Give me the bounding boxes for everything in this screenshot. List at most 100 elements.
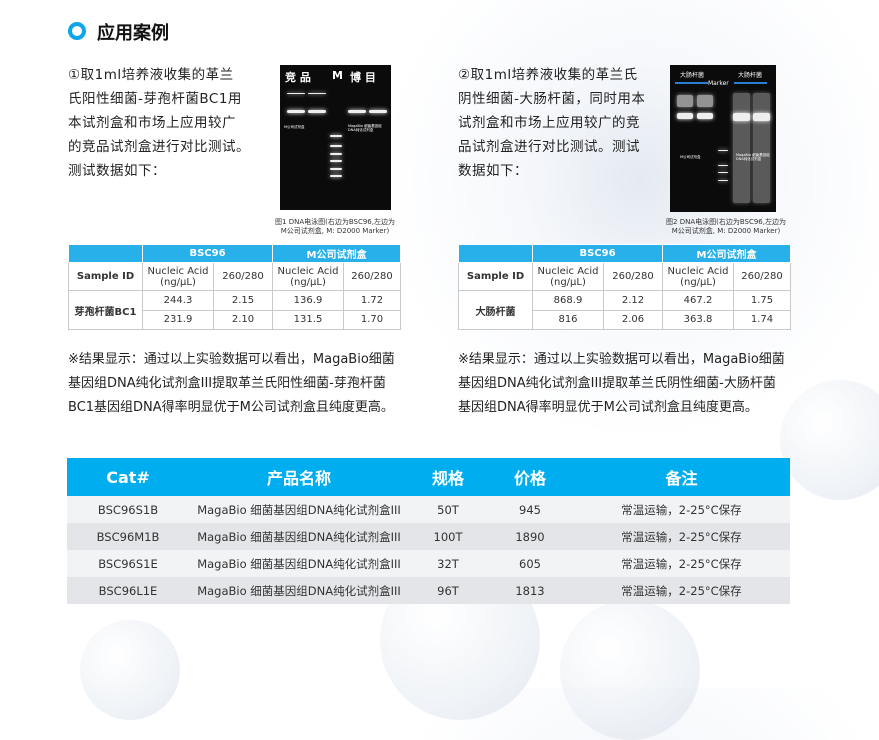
col-header: 产品名称 <box>189 458 409 496</box>
cell: 1.70 <box>343 309 401 330</box>
case1-table: BSC96 M公司试剂盒 Sample ID Nucleic Acid (ng/μL… <box>68 244 401 330</box>
cell: 常温运输，2-25°C保存 <box>573 577 790 604</box>
case2-result: ※结果显示：通过以上实验数据可以看出，MagaBio细菌 基因组DNA纯化试剂盒… <box>458 348 798 420</box>
cell: 816 <box>532 309 604 330</box>
cell: 1.72 <box>343 290 401 311</box>
col-header: Nucleic Acid (ng/μL) <box>532 262 604 291</box>
col-header: 260/280 <box>733 262 791 291</box>
text-line: 阴性细菌-大肠杆菌，同时用本 <box>458 91 646 107</box>
cell: 常温运输，2-25°C保存 <box>573 523 790 550</box>
text-line: 的竞品试剂盒进行对比测试。 <box>68 139 250 155</box>
section-icon <box>68 22 86 40</box>
caption-line: M公司试剂盒, M: D2000 Marker) <box>280 227 390 235</box>
lane-label: 竞 品 <box>285 71 311 84</box>
cell: MagaBio 细菌基因组DNA纯化试剂盒III <box>189 523 409 550</box>
col-header: Cat# <box>67 458 189 496</box>
col-header: Nucleic Acid (ng/μL) <box>662 262 734 291</box>
col-header: Nucleic Acid (ng/μL) <box>142 262 214 291</box>
caption-line: 图2 DNA电泳图(右边为BSC96,左边为 <box>666 218 786 226</box>
lane-label: 博 目 <box>350 71 376 84</box>
cell: 136.9 <box>272 290 344 311</box>
col-header: 规格 <box>409 458 487 496</box>
cell: BSC96S1B <box>67 496 189 523</box>
text-line: 本试剂盒和市场上应用较广 <box>68 115 236 131</box>
gel-caption-2: 图2 DNA电泳图(右边为BSC96,左边为 M公司试剂盒, M: D2000 … <box>660 218 792 236</box>
text-line: 氏阳性细菌-芽孢杆菌BC1用 <box>68 91 242 107</box>
case2-table: BSC96 M公司试剂盒 Sample ID Nucleic Acid (ng/μL… <box>458 244 791 330</box>
cell: 常温运输，2-25°C保存 <box>573 550 790 577</box>
table-row: BSC96S1B MagaBio 细菌基因组DNA纯化试剂盒III 50T 945 常温… <box>67 496 790 523</box>
cell: 2.06 <box>603 309 663 330</box>
cell: 50T <box>409 496 487 523</box>
gel-label: MagaBio 细菌基因组DNA纯化试剂盒 <box>348 124 382 132</box>
cell: 96T <box>409 577 487 604</box>
cell: 2.12 <box>603 290 663 311</box>
cell: 1.74 <box>733 309 791 330</box>
text-line: 品试剂盒进行对比测试。测试 <box>458 139 640 155</box>
cell: 363.8 <box>662 309 734 330</box>
cell: 131.5 <box>272 309 344 330</box>
table-row: 大肠杆菌 868.9 2.12 467.2 1.75 <box>458 290 791 330</box>
cell: MagaBio 细菌基因组DNA纯化试剂盒III <box>189 496 409 523</box>
cell: 231.9 <box>142 309 214 330</box>
gel-label: M公司试剂盒 <box>284 125 305 129</box>
cell: 32T <box>409 550 487 577</box>
section-title: 应用案例 <box>97 23 169 44</box>
table-row: 816 2.06 363.8 1.74 <box>459 309 791 330</box>
caption-line: M公司试剂盒, M: D2000 Marker) <box>671 227 781 235</box>
col-header: 260/280 <box>213 262 273 291</box>
table-row: 231.9 2.10 131.5 1.70 <box>69 309 401 330</box>
text-line: 测试数据如下： <box>68 163 166 179</box>
group-header: BSC96 <box>532 244 663 263</box>
gel-image-1: 竞 品 M 博 目 M公司试剂盒 MagaBio 细菌基因组DNA纯化试剂盒 <box>280 65 391 210</box>
text-line: ②取1ml培养液收集的革兰氏 <box>458 67 638 83</box>
cell: BSC96S1E <box>67 550 189 577</box>
group-header: M公司试剂盒 <box>272 244 401 263</box>
table-row: BSC96L1E MagaBio 细菌基因组DNA纯化试剂盒III 96T 1813 常… <box>67 577 790 604</box>
gel-caption-1: 图1 DNA电泳图(右边为BSC96,左边为 M公司试剂盒, M: D2000 … <box>270 218 400 236</box>
gel-image-2: 大肠杆菌 Marker 大肠杆菌 M公司试剂盒 MagaBio 细菌基因组DNA… <box>670 65 776 212</box>
cell: 2.10 <box>213 309 273 330</box>
case1-result: ※结果显示：通过以上实验数据可以看出，MagaBio细菌 基因组DNA纯化试剂盒… <box>68 348 408 420</box>
text-line: ※结果显示：通过以上实验数据可以看出，MagaBio细菌 <box>458 352 785 367</box>
text-line: BC1基因组DNA得率明显优于M公司试剂盒且纯度更高。 <box>68 400 394 415</box>
col-header: 价格 <box>487 458 573 496</box>
text-line: ①取1ml培养液收集的革兰 <box>68 67 234 83</box>
text-line: ※结果显示：通过以上实验数据可以看出，MagaBio细菌 <box>68 352 395 367</box>
caption-line: 图1 DNA电泳图(右边为BSC96,左边为 <box>275 218 395 226</box>
cell: BSC96L1E <box>67 577 189 604</box>
cell: 605 <box>487 550 573 577</box>
cell: 1.75 <box>733 290 791 311</box>
gel-label: M公司试剂盒 <box>680 155 701 159</box>
product-table: Cat# 产品名称 规格 价格 备注 BSC96S1B MagaBio 细菌基因组… <box>67 458 790 604</box>
cell: 常温运输，2-25°C保存 <box>573 496 790 523</box>
col-header: Sample ID <box>68 262 143 291</box>
cell: 244.3 <box>142 290 214 311</box>
table-row: BSC96M1B MagaBio 细菌基因组DNA纯化试剂盒III 100T 1890… <box>67 523 790 550</box>
text-line: 基因组DNA纯化试剂盒III提取革兰氏阳性细菌-芽孢杆菌 <box>68 376 386 391</box>
case1-intro: ①取1ml培养液收集的革兰 氏阳性细菌-芽孢杆菌BC1用 本试剂盒和市场上应用较… <box>68 63 258 183</box>
cell: 945 <box>487 496 573 523</box>
col-header: 260/280 <box>343 262 401 291</box>
cell: 868.9 <box>532 290 604 311</box>
cell: 1890 <box>487 523 573 550</box>
cell: BSC96M1B <box>67 523 189 550</box>
text-line: 基因组DNA得率明显优于M公司试剂盒且纯度更高。 <box>458 400 758 415</box>
col-header: 备注 <box>573 458 790 496</box>
lane-label: Marker <box>708 80 729 87</box>
cell: 1813 <box>487 577 573 604</box>
text-line: 试剂盒和市场上应用较广的竞 <box>458 115 640 131</box>
cell: MagaBio 细菌基因组DNA纯化试剂盒III <box>189 577 409 604</box>
cell: MagaBio 细菌基因组DNA纯化试剂盒III <box>189 550 409 577</box>
lane-label: M <box>332 69 343 82</box>
case2-intro: ②取1ml培养液收集的革兰氏 阴性细菌-大肠杆菌，同时用本 试剂盒和市场上应用较… <box>458 63 648 183</box>
lane-label: 大肠杆菌 <box>680 72 705 79</box>
col-header: Nucleic Acid (ng/μL) <box>272 262 344 291</box>
sample-name: 大肠杆菌 <box>458 290 533 330</box>
col-header: 260/280 <box>603 262 663 291</box>
text-line: 基因组DNA纯化试剂盒III提取革兰氏阴性细菌-大肠杆菌 <box>458 376 776 391</box>
cell: 467.2 <box>662 290 734 311</box>
gel-label: MagaBio 细菌基因组DNA纯化试剂盒 <box>736 153 770 161</box>
lane-label: 大肠杆菌 <box>738 72 763 79</box>
group-header: BSC96 <box>142 244 273 263</box>
